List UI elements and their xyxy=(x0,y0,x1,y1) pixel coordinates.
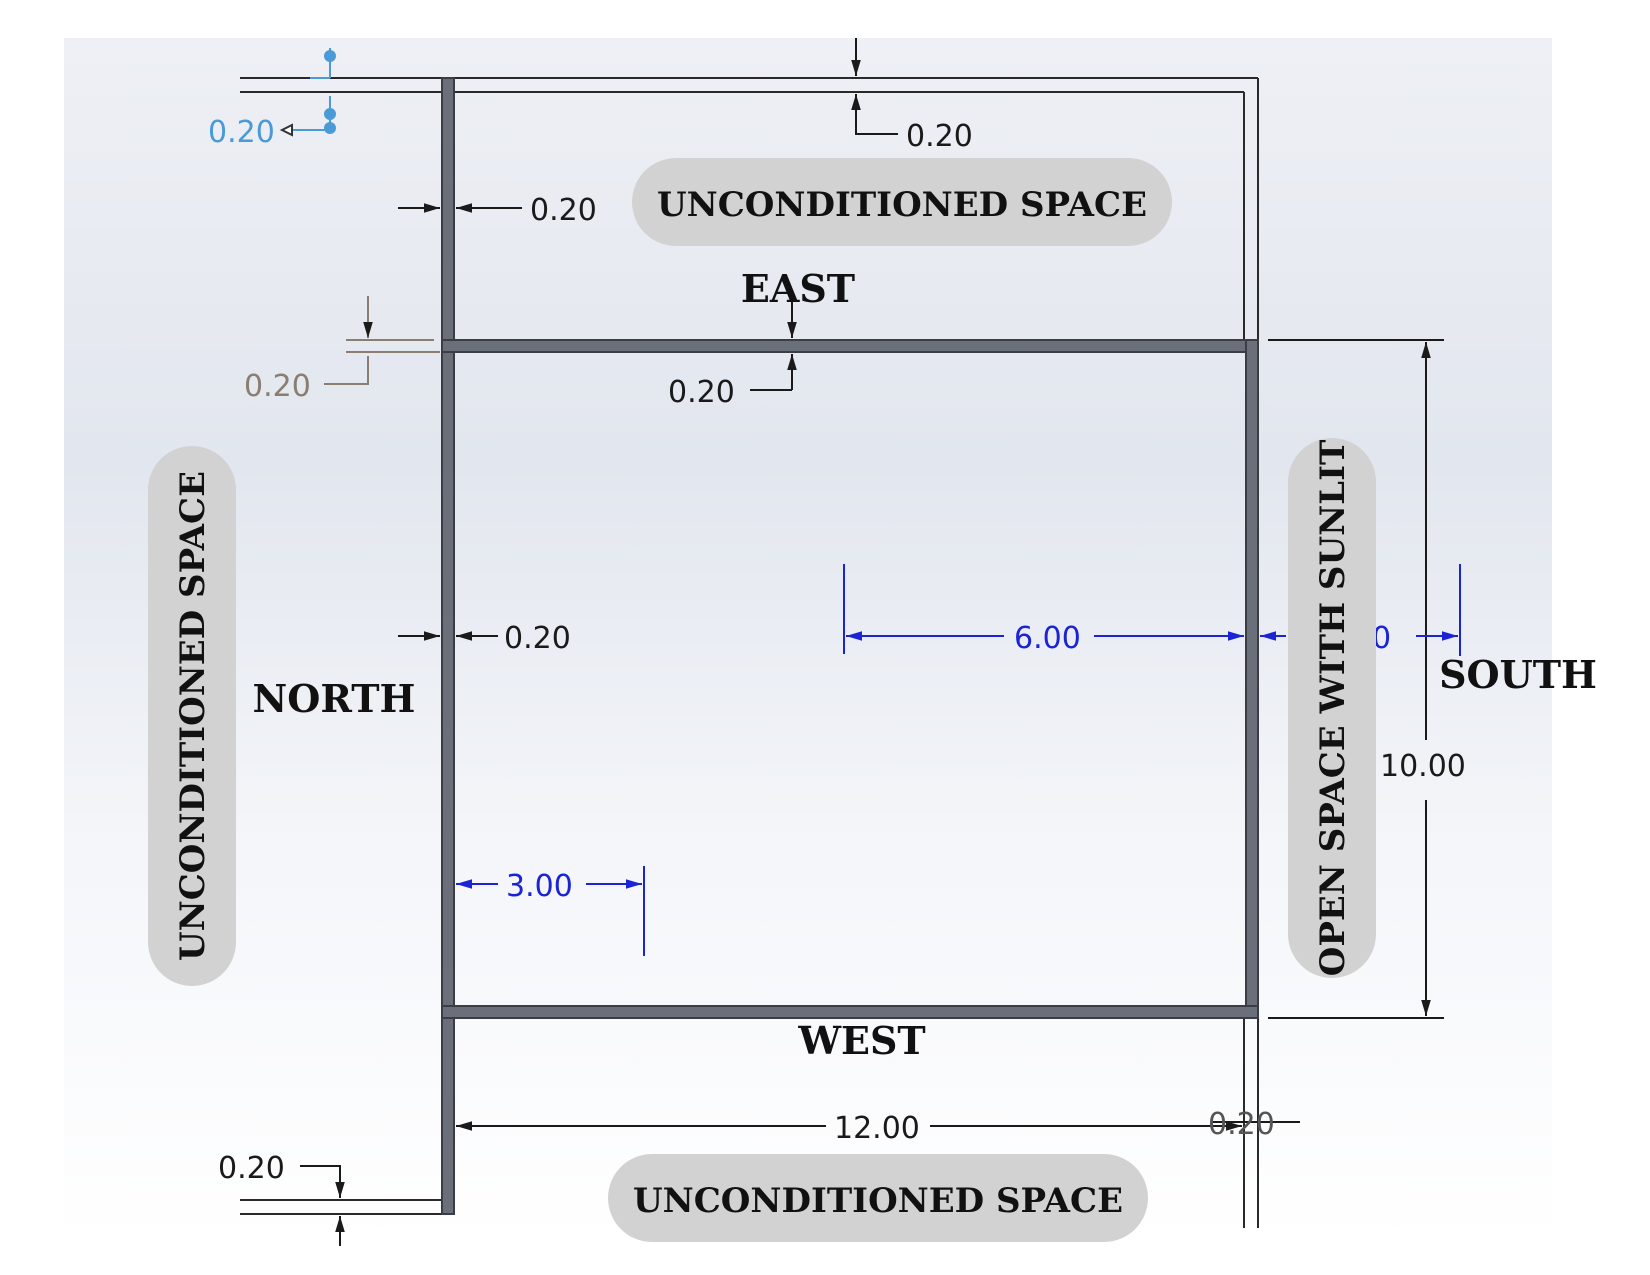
region-label-bottom: UNCONDITIONED SPACE xyxy=(608,1154,1148,1242)
region-label-top: UNCONDITIONED SPACE xyxy=(632,158,1172,246)
dim-width-blue: 6.00 xyxy=(1014,621,1081,656)
direction-south: SOUTH xyxy=(1439,652,1597,697)
region-label-right-text: OPEN SPACE WITH SUNLIT xyxy=(1313,440,1353,977)
west-divider-wall xyxy=(441,1005,1259,1019)
dim-left-wall-mid: 0.20 xyxy=(504,621,571,656)
dim-bottom-right: 0.20 xyxy=(1208,1107,1275,1142)
region-label-left: UNCONDITIONED SPACE xyxy=(148,446,236,986)
dimension-gray-divider xyxy=(324,296,440,385)
north-wall xyxy=(441,77,455,1215)
dim-south-partial: 0 xyxy=(1372,621,1391,656)
direction-west: WEST xyxy=(797,1018,925,1063)
region-label-top-text: UNCONDITIONED SPACE xyxy=(657,185,1147,225)
region-label-right: OPEN SPACE WITH SUNLIT xyxy=(1288,438,1376,978)
region-label-bottom-text: UNCONDITIONED SPACE xyxy=(633,1181,1123,1221)
dim-overall-width: 12.00 xyxy=(834,1111,920,1146)
dimensions-blue xyxy=(456,564,1461,956)
walls xyxy=(441,77,1259,1215)
dim-divider-center: 0.20 xyxy=(668,375,735,410)
direction-east: EAST xyxy=(741,266,855,311)
dim-top-left-blue: 0.20 xyxy=(208,115,275,150)
east-divider-wall xyxy=(441,339,1259,353)
dim-offset-blue: 3.00 xyxy=(506,869,573,904)
dimension-light-blue xyxy=(279,48,336,137)
dim-top-right: 0.20 xyxy=(906,119,973,154)
south-wall xyxy=(1245,339,1259,1019)
dim-left-wall-upper: 0.20 xyxy=(530,193,597,228)
dim-bottom-left: 0.20 xyxy=(218,1151,285,1186)
dimensions-black xyxy=(300,38,1444,1246)
outer-boundary-lines xyxy=(240,77,1259,1228)
dim-height: 10.00 xyxy=(1380,749,1466,784)
direction-north: NORTH xyxy=(253,676,416,721)
region-label-left-text: UNCONDITIONED SPACE xyxy=(173,471,213,961)
dim-divider-left: 0.20 xyxy=(244,369,311,404)
